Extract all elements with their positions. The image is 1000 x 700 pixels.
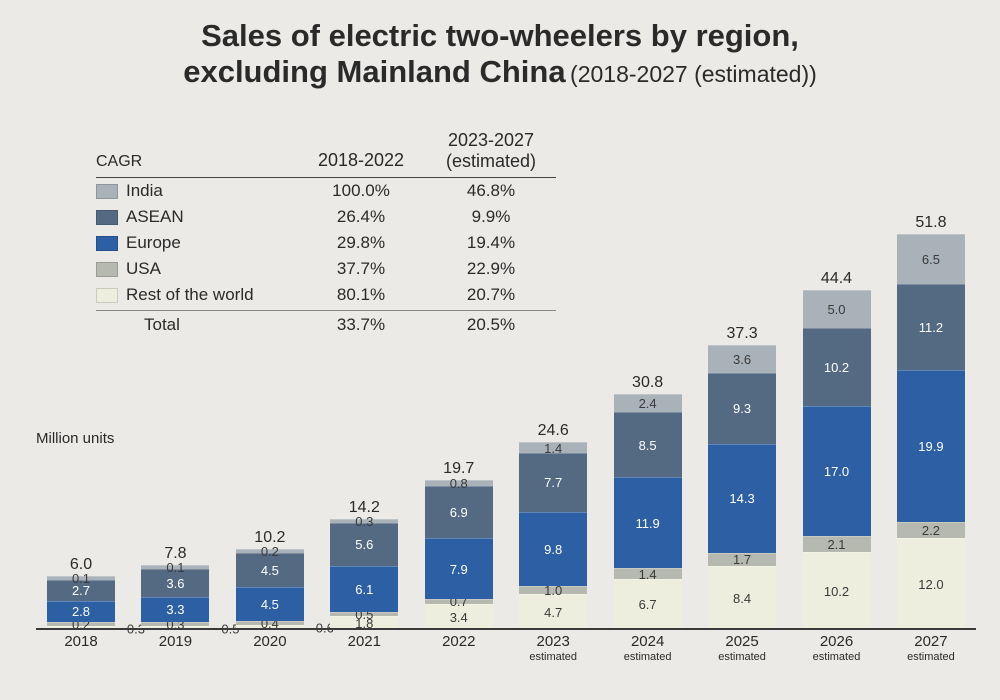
- bar-stack: 51.812.02.219.911.26.5: [897, 234, 965, 630]
- bar-column: 30.86.71.411.98.52.4: [609, 394, 687, 630]
- bar-segment-india: 0.3: [330, 519, 398, 523]
- bar-segment-india: 0.2: [236, 549, 304, 553]
- cagr-value-p2: 46.8%: [426, 181, 556, 201]
- bar-segment-india: 1.4: [519, 442, 587, 453]
- bar-column: 7.80.50.33.33.60.1: [136, 565, 214, 630]
- bar-stack: 10.20.60.44.54.50.2: [236, 549, 304, 630]
- bar-total-label: 51.8: [915, 214, 946, 232]
- bar-total-label: 44.4: [821, 270, 852, 288]
- bar-segment-row: 12.0: [897, 538, 965, 630]
- title-line2b: (2018-2027 (estimated)): [570, 61, 817, 87]
- bar-segment-usa: 2.1: [803, 536, 871, 552]
- x-axis-label: 2023estimated: [514, 634, 592, 680]
- bar-segment-usa: 1.7: [708, 553, 776, 566]
- bar-segment-india: 0.1: [47, 576, 115, 580]
- bar-segment-asean: 7.7: [519, 453, 587, 512]
- bar-segment-asean: 6.9: [425, 486, 493, 539]
- bar-segment-europe: 2.8: [47, 601, 115, 622]
- bar-total-label: 37.3: [726, 325, 757, 343]
- bar-column: 51.812.02.219.911.26.5: [892, 234, 970, 630]
- bar-segment-row: 8.4: [708, 566, 776, 630]
- cagr-period2: 2023-2027 (estimated): [426, 130, 556, 171]
- cagr-period1: 2018-2022: [296, 150, 426, 171]
- stacked-bar-chart: 6.00.30.22.82.70.1 7.80.50.33.33.60.1 10.2…: [36, 210, 976, 680]
- bar-column: 19.73.40.77.96.90.8: [420, 480, 498, 630]
- cagr-series-label: India: [96, 181, 296, 201]
- bar-segment-europe: 19.9: [897, 370, 965, 522]
- bar-segment-asean: 11.2: [897, 284, 965, 370]
- bar-stack: 30.86.71.411.98.52.4: [614, 394, 682, 630]
- bar-column: 10.20.60.44.54.50.2: [231, 549, 309, 630]
- bar-segment-india: 3.6: [708, 345, 776, 372]
- bar-segment-usa: 2.2: [897, 522, 965, 539]
- bar-segment-usa: 1.4: [614, 568, 682, 579]
- bar-segment-europe: 7.9: [425, 538, 493, 598]
- bar-segment-europe: 14.3: [708, 444, 776, 553]
- x-axis-label: 2024estimated: [609, 634, 687, 680]
- bar-segment-asean: 5.6: [330, 523, 398, 566]
- bar-segment-asean: 8.5: [614, 412, 682, 477]
- bar-segment-india: 5.0: [803, 290, 871, 328]
- bar-segment-asean: 9.3: [708, 373, 776, 444]
- bar-column: 24.64.71.09.87.71.4: [514, 442, 592, 630]
- bar-segment-usa: 0.3: [141, 622, 209, 626]
- bar-segment-usa: 1.0: [519, 586, 587, 594]
- bar-stack: 37.38.41.714.39.33.6: [708, 345, 776, 630]
- x-axis-label: 2027estimated: [892, 634, 970, 680]
- x-axis-label: 2018: [42, 634, 120, 680]
- bar-segment-europe: 6.1: [330, 566, 398, 613]
- bar-segment-europe: 11.9: [614, 477, 682, 568]
- bar-segment-usa: 0.7: [425, 599, 493, 604]
- bar-segment-india: 6.5: [897, 234, 965, 284]
- bar-stack: 19.73.40.77.96.90.8: [425, 480, 493, 630]
- x-axis-label: 2019: [136, 634, 214, 680]
- bar-total-label: 30.8: [632, 374, 663, 392]
- bar-column: 44.410.22.117.010.25.0: [798, 290, 876, 630]
- chart-title: Sales of electric two-wheelers by region…: [0, 0, 1000, 99]
- title-line1: Sales of electric two-wheelers by region…: [201, 18, 799, 53]
- legend-swatch: [96, 184, 118, 199]
- bar-segment-europe: 9.8: [519, 512, 587, 587]
- bar-segment-europe: 17.0: [803, 406, 871, 536]
- bar-stack: 6.00.30.22.82.70.1: [47, 576, 115, 630]
- cagr-row: India100.0%46.8%: [96, 178, 556, 204]
- x-axis-label: 2026estimated: [798, 634, 876, 680]
- x-axis-label: 2020: [231, 634, 309, 680]
- bar-segment-europe: 4.5: [236, 587, 304, 621]
- bar-segment-india: 2.4: [614, 394, 682, 412]
- cagr-header-label: CAGR: [96, 153, 296, 171]
- bar-segment-europe: 3.3: [141, 597, 209, 622]
- bar-segment-row: 4.7: [519, 594, 587, 630]
- bar-total-label: 24.6: [538, 422, 569, 440]
- bar-column: 37.38.41.714.39.33.6: [703, 345, 781, 630]
- bar-stack: 44.410.22.117.010.25.0: [803, 290, 871, 630]
- bar-segment-row: 10.2: [803, 552, 871, 630]
- x-axis-label: 2021: [325, 634, 403, 680]
- bar-column: 6.00.30.22.82.70.1: [42, 576, 120, 630]
- bar-stack: 24.64.71.09.87.71.4: [519, 442, 587, 630]
- bar-column: 14.21.80.56.15.60.3: [325, 519, 403, 630]
- bar-segment-india: 0.1: [141, 565, 209, 569]
- x-axis-label: 2025estimated: [703, 634, 781, 680]
- bar-stack: 14.21.80.56.15.60.3: [330, 519, 398, 630]
- x-axis-label: 2022: [420, 634, 498, 680]
- bar-segment-usa: 0.4: [236, 621, 304, 625]
- bar-segment-usa: 0.5: [330, 612, 398, 616]
- bar-segment-usa: 0.2: [47, 622, 115, 626]
- title-line2a: excluding Mainland China: [183, 54, 565, 89]
- cagr-value-p1: 100.0%: [296, 181, 426, 201]
- bar-segment-row: 6.7: [614, 579, 682, 630]
- bar-segment-asean: 10.2: [803, 328, 871, 406]
- bar-stack: 7.80.50.33.33.60.1: [141, 565, 209, 630]
- bar-segment-india: 0.8: [425, 480, 493, 486]
